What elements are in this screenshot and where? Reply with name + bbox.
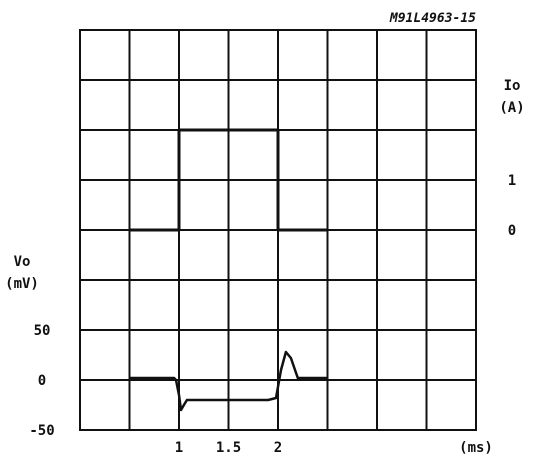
left-axis-label-line1: Vo bbox=[14, 254, 31, 270]
x-axis-unit-label: (ms) bbox=[459, 440, 493, 456]
left-tick-label: 50 bbox=[34, 323, 51, 339]
right-axis-label-line1: Io bbox=[504, 78, 521, 94]
series-group bbox=[129, 128, 328, 412]
x-tick-label: 1 bbox=[175, 440, 183, 456]
tick-labels: 1 1.5 2 50 0 -50 1 0 bbox=[29, 173, 516, 456]
right-tick-label: 1 bbox=[508, 173, 516, 189]
plot-grid bbox=[79, 29, 477, 431]
right-tick-label: 0 bbox=[508, 223, 516, 239]
series-vo-voltage-line bbox=[129, 350, 328, 412]
right-axis-label-line2: (A) bbox=[499, 100, 524, 116]
left-tick-label: 0 bbox=[38, 373, 46, 389]
x-tick-label: 1.5 bbox=[216, 440, 241, 456]
chart-title: M91L4963-15 bbox=[389, 11, 476, 26]
left-axis-label-line2: (mV) bbox=[5, 276, 39, 292]
series-io-current-line bbox=[129, 128, 328, 232]
left-tick-label: -50 bbox=[29, 423, 54, 439]
x-tick-label: 2 bbox=[274, 440, 282, 456]
